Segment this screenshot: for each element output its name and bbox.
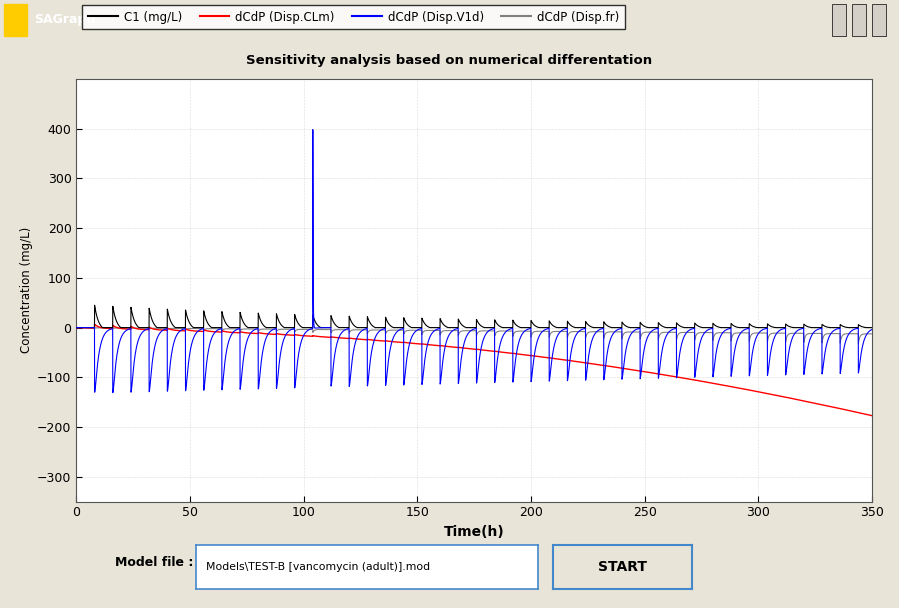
Legend: C1 (mg/L), dCdP (Disp.CLm), dCdP (Disp.V1d), dCdP (Disp.fr): C1 (mg/L), dCdP (Disp.CLm), dCdP (Disp.V… [83, 5, 625, 29]
Text: SAGraph: SAGraph [34, 13, 95, 26]
Bar [832, 4, 846, 35]
Bar [852, 4, 866, 35]
Text: Models\TEST-B [vancomycin (adult)].mod: Models\TEST-B [vancomycin (adult)].mod [206, 562, 431, 572]
Bar [4, 4, 27, 35]
Bar [872, 4, 886, 35]
X-axis label: Time(h): Time(h) [444, 525, 504, 539]
Text: Sensitivity analysis based on numerical differentation: Sensitivity analysis based on numerical … [246, 54, 653, 67]
Y-axis label: Concentration (mg/L): Concentration (mg/L) [20, 227, 33, 353]
Text: START: START [598, 559, 647, 574]
Text: Model file :: Model file : [115, 556, 193, 568]
